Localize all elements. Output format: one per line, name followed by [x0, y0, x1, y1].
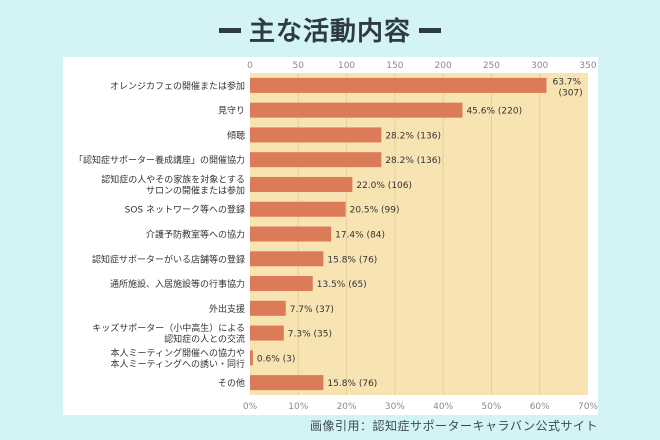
category-label: 見守り — [218, 105, 245, 117]
category-label: 認知症の人との交流 — [164, 333, 245, 345]
value-label: 0.6% (3) — [257, 354, 295, 364]
category-label: 傾聴 — [227, 129, 245, 141]
bar — [250, 201, 346, 217]
bottom-tick-label: 60% — [530, 402, 550, 412]
bottom-tick-label: 10% — [288, 402, 308, 412]
bar — [250, 226, 332, 242]
category-label: SOS ネットワーク等への登録 — [125, 204, 245, 216]
bottom-tick-label: 40% — [433, 402, 453, 412]
image-credit: 画像引用：認知症サポーターキャラバン公式サイト — [310, 419, 598, 433]
category-label: 通所施設、入居施設等の行事協力 — [110, 278, 245, 290]
bottom-tick-label: 20% — [337, 402, 357, 412]
bar — [250, 276, 313, 292]
title-dash-left — [218, 28, 241, 33]
category-label: 認知症の人やその家族を対象とする — [101, 173, 245, 185]
bar — [250, 350, 253, 366]
category-label: サロンの開催または参加 — [146, 184, 245, 196]
value-label: (307) — [558, 88, 582, 98]
bar — [250, 325, 284, 341]
top-tick-label: 150 — [386, 61, 403, 71]
bar — [250, 77, 547, 93]
bottom-tick-label: 0% — [243, 402, 258, 412]
bottom-tick-label: 30% — [385, 402, 405, 412]
top-tick-label: 100 — [338, 61, 355, 71]
category-label: 本人ミーティング開催への協力や — [111, 347, 245, 359]
top-tick-label: 250 — [483, 61, 500, 71]
top-tick-label: 200 — [435, 61, 452, 71]
category-label: キッズサポーター（小中高生）による — [92, 322, 245, 334]
value-label: 7.7% (37) — [290, 305, 334, 315]
top-tick-label: 350 — [579, 61, 596, 71]
value-label: 28.2% (136) — [385, 156, 441, 166]
category-label: 介護予防教室等への協力 — [146, 229, 245, 241]
value-label: 45.6% (220) — [466, 107, 522, 117]
value-label: 15.8% (76) — [327, 379, 377, 389]
bar — [250, 127, 382, 143]
title-dash-right — [419, 28, 441, 33]
category-label: オレンジカフェの開催または参加 — [110, 80, 245, 92]
value-label: 17.4% (84) — [335, 231, 385, 241]
top-tick-label: 50 — [293, 61, 305, 71]
bar — [250, 300, 286, 316]
chart-title: 主な活動内容 — [0, 14, 660, 50]
bar — [250, 251, 324, 267]
category-label: 本人ミーティングへの誘い・同行 — [111, 358, 245, 370]
bar-chart: 0 50 100 150 200 250 300 350 0% 10% 20% 30% 40% 50% 60… — [74, 61, 598, 412]
value-label: 20.5% (99) — [350, 206, 400, 216]
value-label: 15.8% (76) — [327, 255, 377, 265]
value-label: 63.7% — [552, 77, 581, 87]
category-label: 認知症サポーターがいる店舗等の登録 — [92, 253, 245, 265]
chart-title-text: 主な活動内容 — [248, 17, 411, 47]
bar — [250, 176, 353, 192]
bar — [250, 152, 382, 168]
value-label: 22.0% (106) — [356, 181, 412, 191]
value-label: 28.2% (136) — [385, 131, 441, 141]
category-label: 外出支援 — [209, 303, 245, 315]
bar — [250, 102, 463, 118]
chart-panel: 0 50 100 150 200 250 300 350 0% 10% 20% 30% 40% 50% 60… — [63, 57, 598, 415]
bottom-tick-label: 70% — [578, 402, 598, 412]
value-label: 13.5% (65) — [317, 280, 367, 290]
top-tick-label: 0 — [247, 61, 253, 71]
bar — [250, 375, 324, 391]
category-label: 「認知症サポーター養成講座」の開催協力 — [74, 154, 245, 166]
value-label: 7.3% (35) — [288, 330, 332, 340]
category-label: その他 — [218, 377, 245, 389]
top-tick-label: 300 — [531, 61, 548, 71]
bottom-tick-label: 50% — [481, 402, 501, 412]
